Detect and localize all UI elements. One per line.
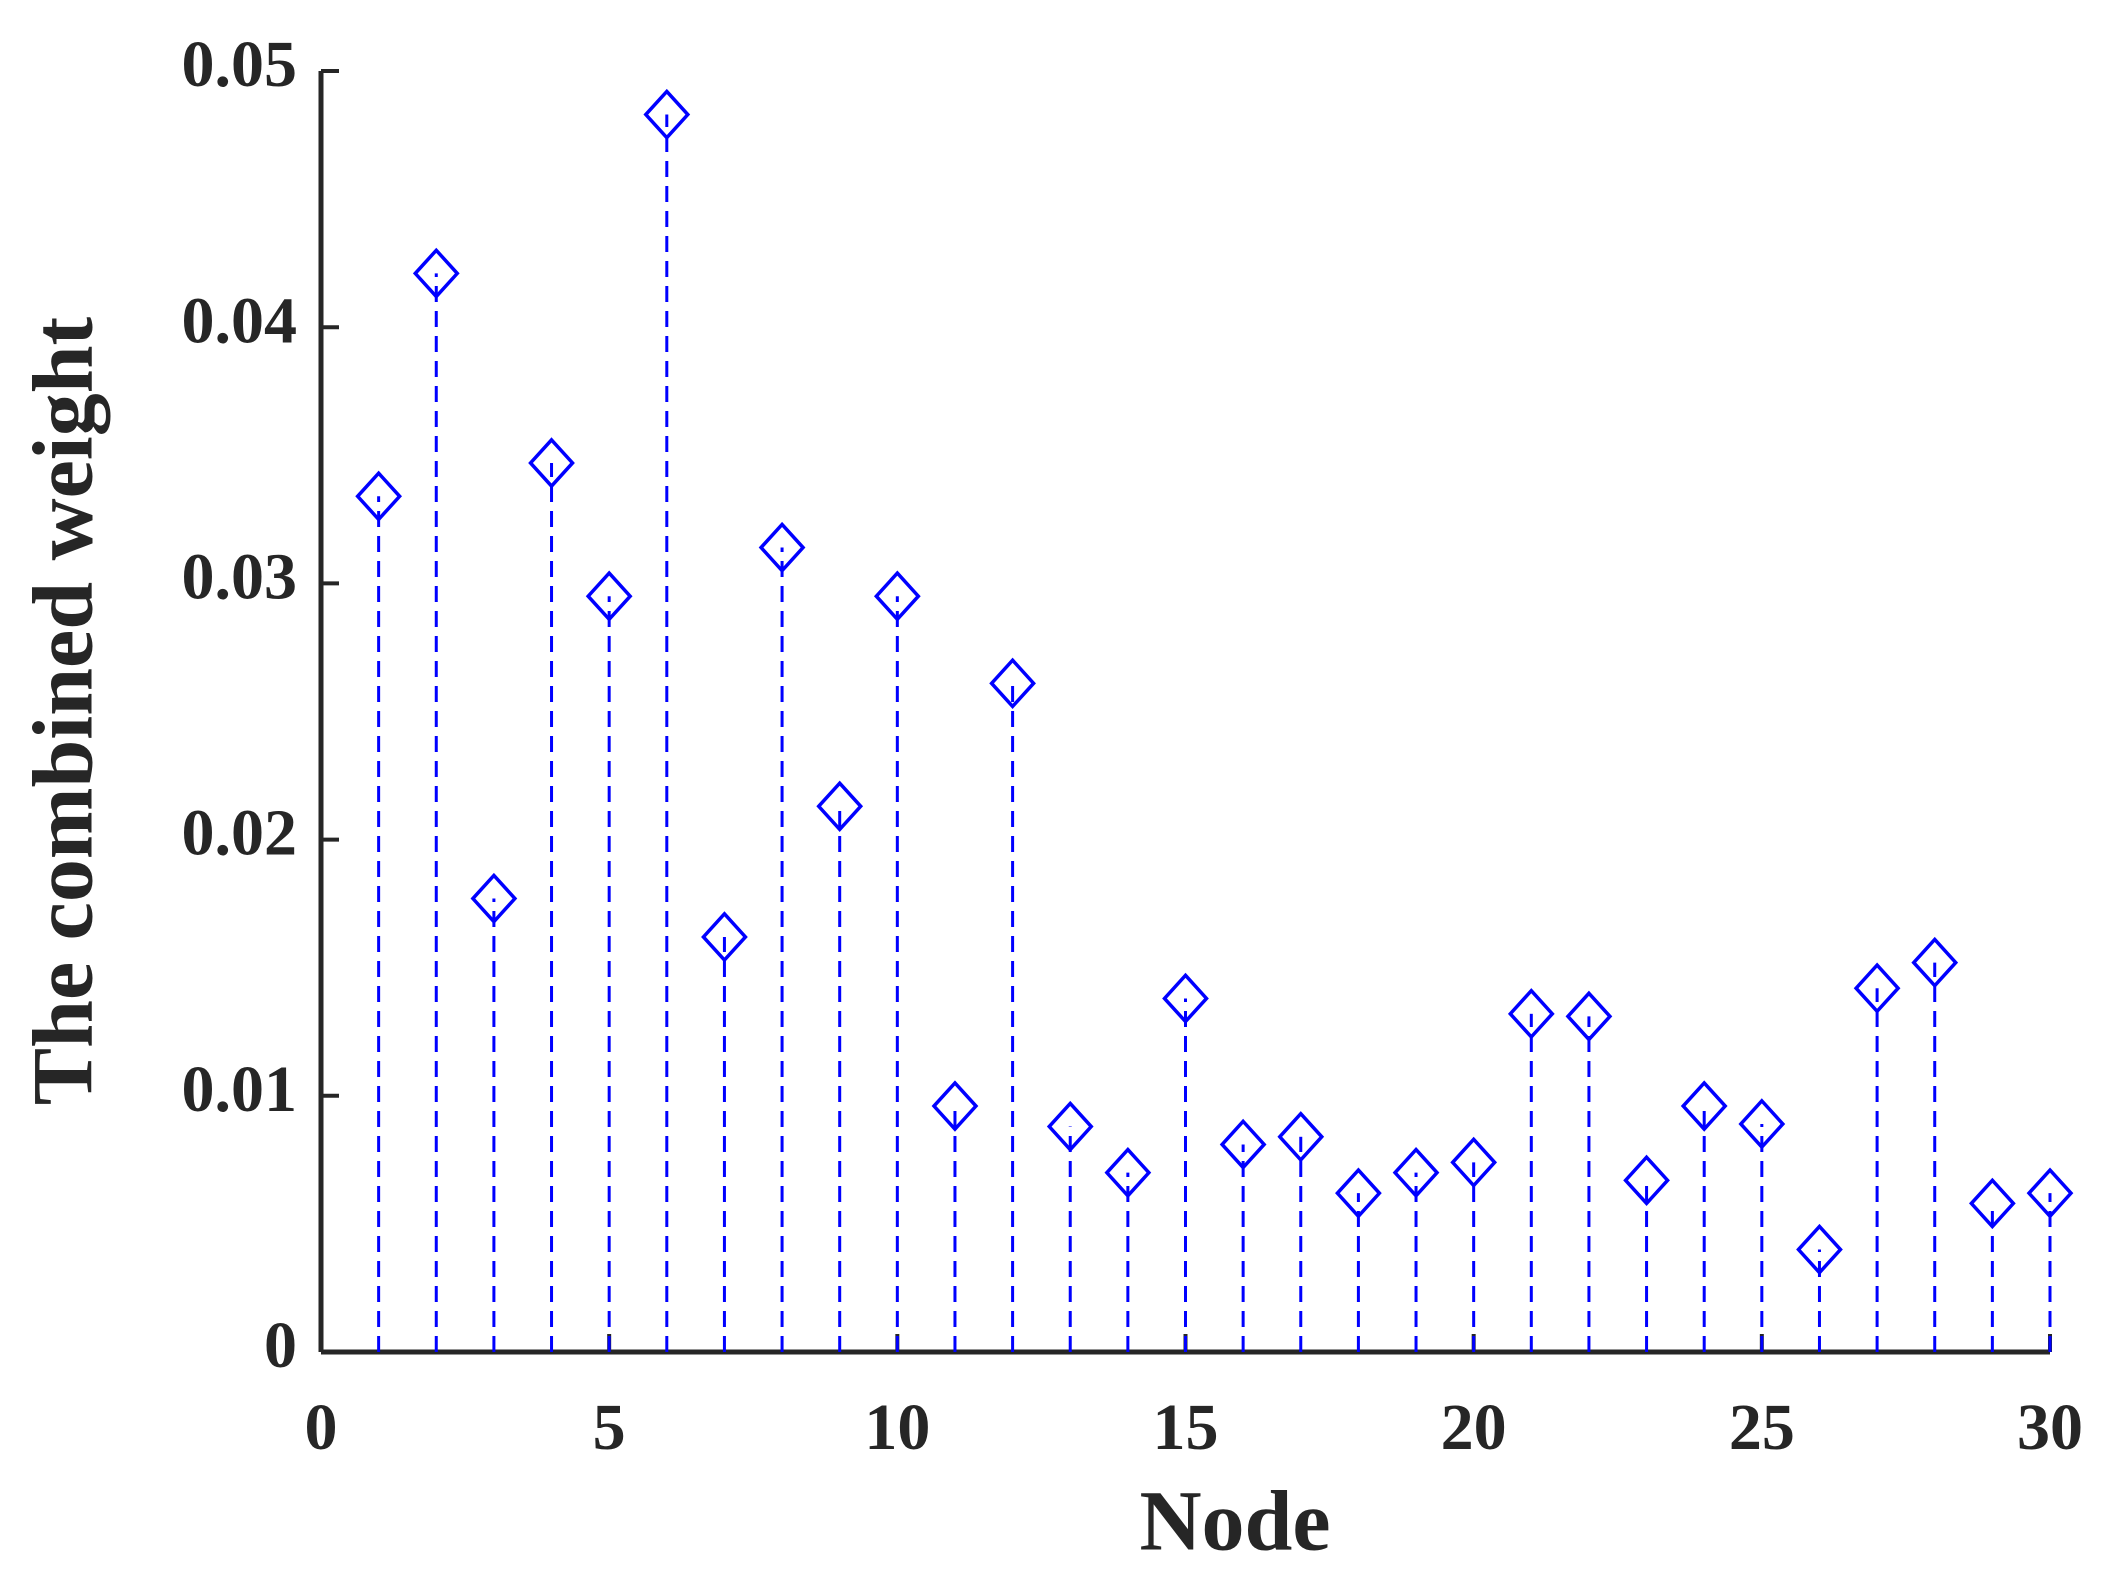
marker [412, 247, 460, 300]
x-axis-title: Node [1139, 1473, 1330, 1569]
marker [1680, 1080, 1728, 1132]
marker [1507, 988, 1555, 1040]
marker [1162, 972, 1209, 1025]
marker [1796, 1223, 1843, 1276]
x-tick-label: 5 [593, 1391, 626, 1464]
y-tick-label: 0.01 [182, 1053, 298, 1126]
x-tick-label: 30 [2017, 1391, 2083, 1464]
x-tick-label: 10 [864, 1391, 930, 1464]
marker [1623, 1154, 1670, 1207]
marker [470, 872, 518, 925]
marker [931, 1080, 979, 1132]
marker [701, 911, 748, 963]
y-tick-label: 0.02 [182, 797, 298, 870]
marker [1450, 1136, 1498, 1189]
marker [643, 88, 691, 141]
marker [1565, 990, 1613, 1043]
y-tick-label: 0 [264, 1309, 297, 1382]
marker [355, 470, 402, 522]
marker [758, 521, 806, 574]
y-tick-label: 0.03 [182, 541, 298, 614]
marker [1853, 962, 1901, 1014]
marker [585, 570, 633, 622]
marker [1911, 936, 1959, 989]
marker [1335, 1167, 1382, 1219]
y-tick-label: 0.05 [182, 28, 298, 101]
x-tick-label: 0 [305, 1391, 338, 1464]
marker [873, 570, 921, 622]
marker [1277, 1111, 1325, 1163]
y-tick-label: 0.04 [182, 284, 298, 357]
marker [989, 657, 1036, 710]
marker [2026, 1167, 2074, 1219]
marker [528, 437, 575, 489]
marker [1046, 1100, 1094, 1153]
x-tick-label: 20 [1441, 1391, 1507, 1464]
marker [1738, 1098, 1786, 1150]
marker [1219, 1118, 1267, 1171]
marker [1969, 1177, 2016, 1230]
marker [1104, 1146, 1152, 1199]
marker [816, 780, 864, 832]
x-tick-label: 25 [1729, 1391, 1795, 1464]
x-tick-label: 15 [1153, 1391, 1219, 1464]
y-axis-title: The combined weight [15, 316, 111, 1105]
marker [1392, 1146, 1440, 1199]
